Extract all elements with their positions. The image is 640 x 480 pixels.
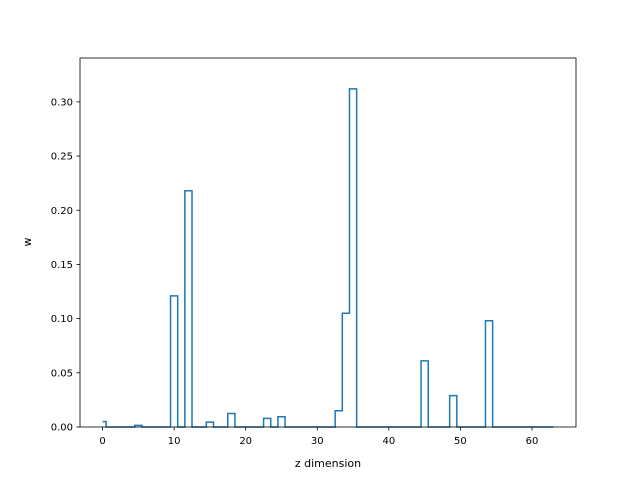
y-tick-label: 0.00 bbox=[51, 423, 73, 434]
y-tick-label: 0.15 bbox=[51, 260, 73, 271]
series-step-line bbox=[102, 88, 554, 428]
x-tick-label: 20 bbox=[239, 436, 252, 447]
y-tick-label: 0.30 bbox=[51, 97, 73, 108]
y-tick-label: 0.05 bbox=[51, 368, 73, 379]
x-tick-label: 10 bbox=[168, 436, 181, 447]
x-axis-label: z dimension bbox=[295, 457, 361, 470]
x-tick-label: 0 bbox=[99, 436, 105, 447]
x-tick-label: 40 bbox=[382, 436, 395, 447]
x-tick-label: 30 bbox=[311, 436, 324, 447]
x-tick-label: 50 bbox=[454, 436, 467, 447]
y-tick-label: 0.20 bbox=[51, 206, 73, 217]
y-tick-label: 0.25 bbox=[51, 152, 73, 163]
x-tick-label: 60 bbox=[526, 436, 539, 447]
plot-frame bbox=[79, 57, 577, 428]
y-axis-ticks: 0.00 0.05 0.10 0.15 0.20 0.25 0.30 bbox=[51, 97, 80, 434]
x-axis-ticks: 0 10 20 30 40 50 60 bbox=[99, 427, 538, 447]
y-axis-label: w bbox=[21, 238, 34, 247]
y-tick-label: 0.10 bbox=[51, 314, 73, 325]
